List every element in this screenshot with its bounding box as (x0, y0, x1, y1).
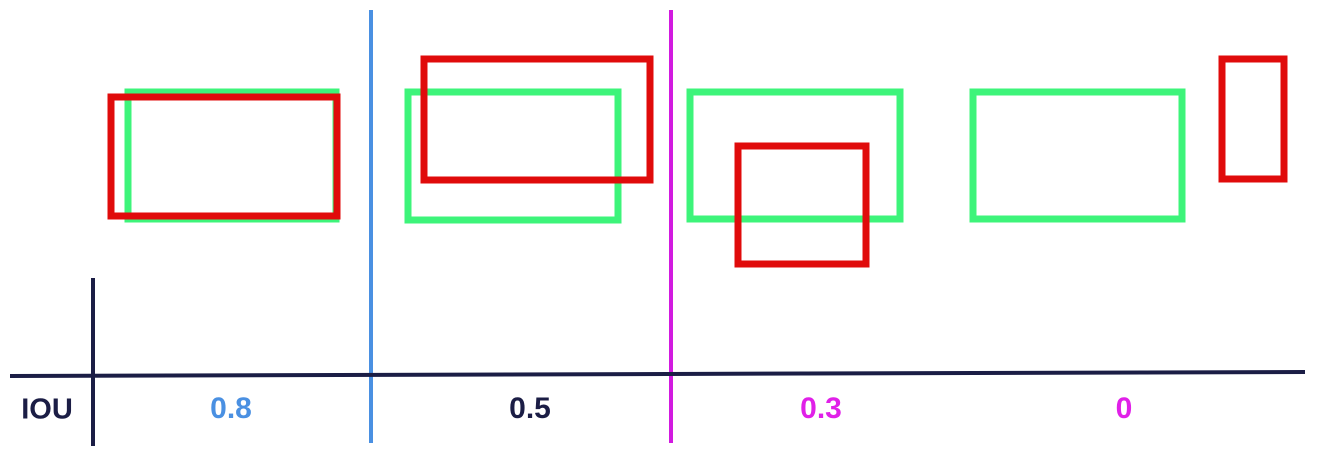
iou-group-0 (969, 55, 1288, 223)
iou-axis-label: IOU (21, 394, 73, 426)
iou-group-0-8 (107, 88, 341, 223)
iou-value-label: 0.5 (509, 392, 551, 425)
prediction-box-4 (1218, 55, 1288, 183)
iou-group-0-3 (686, 88, 904, 268)
iou-value-label: 0.8 (210, 392, 252, 425)
prediction-box-2 (420, 55, 654, 184)
ground-truth-box-1 (124, 88, 340, 223)
ground-truth-box-2 (404, 88, 622, 224)
iou-value-label: 0 (1116, 392, 1133, 425)
ground-truth-box-3 (686, 88, 904, 223)
ground-truth-box-4 (969, 88, 1186, 223)
iou-value-label: 0.3 (800, 392, 842, 425)
iou-group-0-5 (404, 55, 654, 224)
prediction-box-3 (734, 142, 870, 268)
iou-axis-horizontal (9, 370, 1306, 378)
prediction-box-1 (107, 93, 341, 220)
